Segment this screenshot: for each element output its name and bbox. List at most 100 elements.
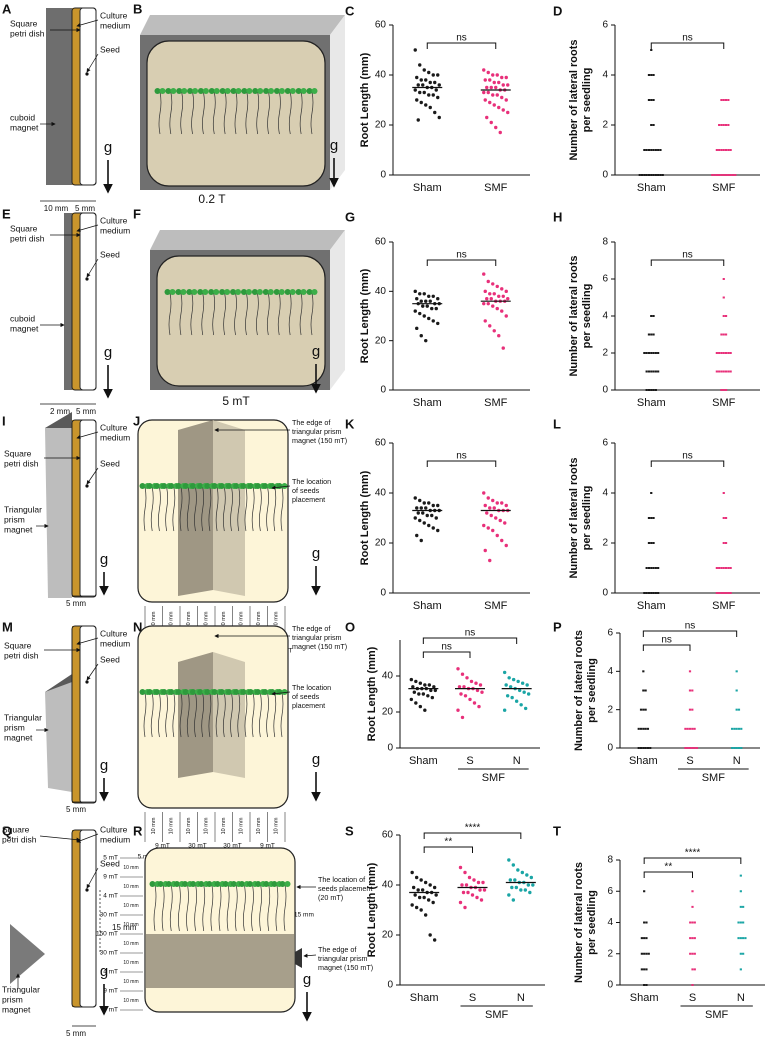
field-label: 5 mT (103, 855, 118, 862)
root (266, 692, 269, 738)
data-point (523, 888, 528, 892)
data-point (642, 708, 645, 711)
data-point (722, 370, 725, 373)
data-point (691, 921, 694, 924)
significance-bracket (642, 630, 738, 637)
data-point (735, 747, 738, 749)
data-point (409, 677, 414, 682)
leaf (161, 483, 168, 489)
leaf (295, 289, 302, 295)
data-point (642, 727, 645, 730)
data-point (652, 333, 655, 336)
y-tick-label: 60 (375, 237, 387, 248)
seed (85, 680, 89, 684)
data-point (511, 863, 516, 867)
leaf (222, 881, 229, 887)
data-point (744, 937, 747, 940)
root (237, 486, 241, 532)
panel-letter: N (133, 619, 142, 634)
prism-band (146, 934, 294, 988)
leaf (289, 88, 296, 94)
root (208, 486, 212, 532)
leaf (278, 88, 285, 94)
significance-bracket (650, 42, 725, 49)
y-tick-label: 20 (375, 335, 387, 346)
data-point (432, 938, 437, 942)
y-tick-label: 20 (375, 538, 387, 549)
root (186, 884, 189, 932)
data-point (460, 672, 465, 676)
x-tick-label: S (466, 755, 473, 767)
spacing-label: 10 mm (204, 817, 210, 834)
spacing-label: 10 mm (221, 817, 227, 834)
data-point (492, 292, 496, 296)
dimension-label: 5 mm (75, 204, 95, 213)
root (299, 91, 303, 135)
leaf (202, 289, 209, 295)
data-point (645, 567, 648, 569)
data-point (491, 73, 495, 77)
data-point (650, 592, 653, 594)
leaf (165, 881, 172, 887)
root (256, 292, 259, 336)
leaf (157, 881, 164, 887)
data-point (421, 511, 425, 515)
data-point (416, 511, 420, 515)
data-point (437, 115, 441, 120)
root (186, 692, 190, 738)
data-point (645, 592, 648, 594)
group-label: SMF (485, 1009, 509, 1021)
data-point (661, 174, 664, 176)
data-point (520, 681, 525, 685)
x-tick-label: SMF (484, 182, 508, 194)
data-point (507, 858, 511, 862)
data-point (424, 103, 428, 107)
leaf (252, 88, 259, 94)
data-point (415, 533, 419, 538)
data-point (647, 542, 651, 544)
leaf (224, 88, 231, 94)
data-point (428, 299, 432, 303)
data-point (423, 913, 428, 917)
leader-arrow (76, 637, 99, 646)
diagram-label: cuboid (10, 112, 35, 122)
leaf (154, 88, 161, 94)
data-point (640, 952, 643, 955)
y-tick-label: 0 (602, 588, 608, 599)
spacing-label: 10 mm (123, 998, 138, 1004)
y-axis-label: Number of lateral roots (568, 457, 580, 578)
panel-letter: J (133, 413, 140, 428)
root (143, 692, 147, 738)
data-point (489, 297, 493, 301)
data-point (722, 492, 725, 494)
data-point (724, 124, 728, 126)
x-tick-label: Sham (637, 182, 666, 194)
data-point (727, 149, 730, 151)
root (310, 292, 314, 336)
data-point (693, 921, 696, 924)
petri-dish (156, 255, 326, 387)
data-point (425, 513, 429, 518)
leaf (238, 881, 245, 887)
root (244, 486, 248, 532)
data-point (643, 921, 646, 924)
root (212, 292, 216, 336)
y-tick-label: 40 (375, 286, 387, 297)
data-point (718, 352, 721, 354)
data-point (647, 174, 651, 176)
data-point (495, 73, 499, 77)
leaf (219, 88, 226, 94)
field-label: 9 mT (155, 843, 170, 850)
root (259, 486, 262, 532)
y-tick-label: 20 (382, 707, 394, 718)
leaf (254, 689, 261, 695)
data-point (647, 333, 651, 336)
data-point (715, 174, 718, 176)
data-point (519, 703, 523, 707)
data-point (500, 309, 504, 313)
data-point (729, 567, 732, 569)
diagram-label: seeds placement (318, 884, 372, 893)
diagram-label: Square (2, 824, 30, 834)
significance-bracket (643, 857, 742, 864)
data-point (500, 95, 504, 100)
